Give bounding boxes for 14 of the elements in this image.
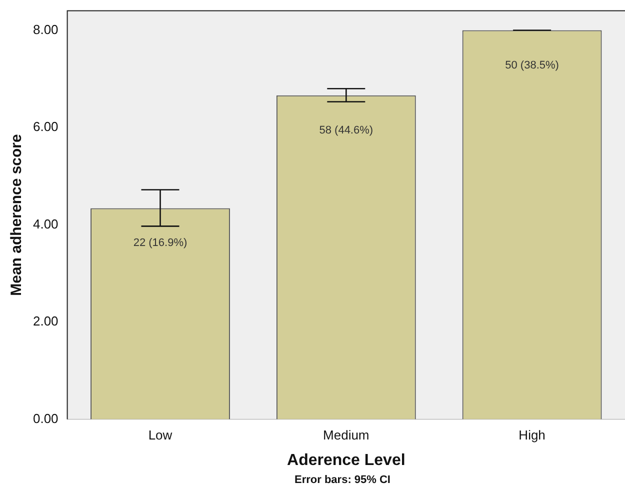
y-tick-label: 8.00 [32, 22, 58, 37]
x-tick-label: High [518, 428, 546, 443]
y-tick-label: 0.00 [32, 410, 58, 426]
annotation: 22 (16.9%) [133, 237, 188, 250]
annotation: 50 (38.5%) [505, 59, 559, 72]
y-axis-title: Mean adherence score [8, 134, 26, 296]
text: Error bars: 95% CI [294, 474, 392, 486]
y-tick-label: 2.00 [32, 314, 58, 329]
y-tick-label: 6.00 [32, 119, 58, 134]
annotation: 58 (44.6%) [319, 124, 374, 136]
x-tick-label: Low [148, 428, 173, 443]
x-axis-title: Aderence Level [287, 452, 406, 469]
y-tick-label: 4.00 [32, 216, 58, 232]
x-tick-label: Medium [323, 428, 370, 443]
